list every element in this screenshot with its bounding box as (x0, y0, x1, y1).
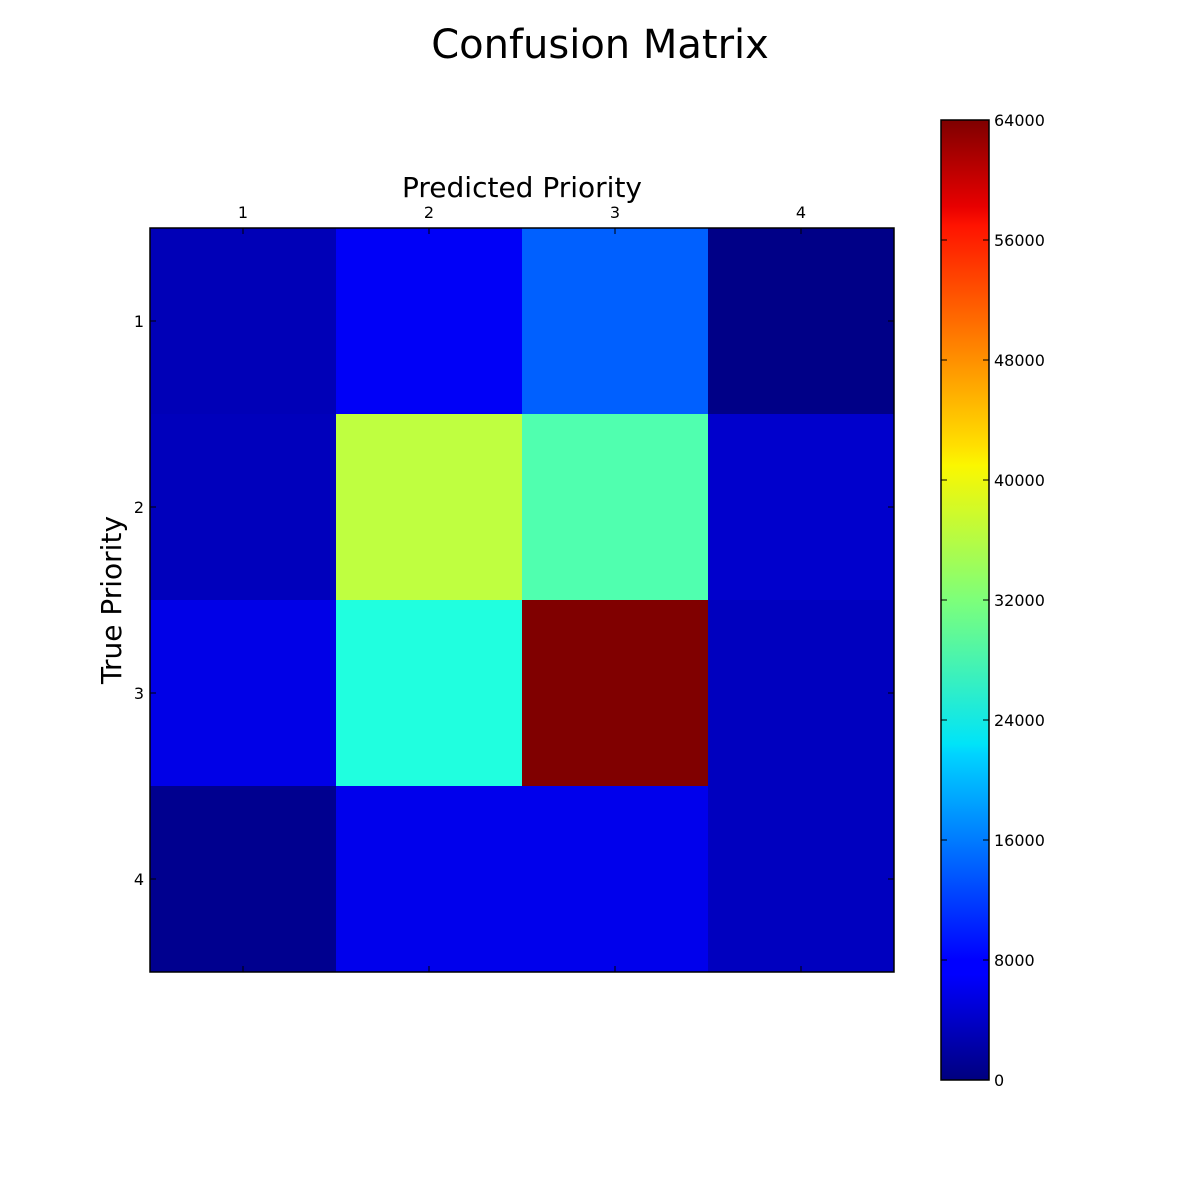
colorbar-tick-label: 0 (994, 1071, 1004, 1090)
colorbar-tick-label: 24000 (994, 711, 1045, 730)
colorbar-tick-label: 56000 (994, 231, 1045, 250)
heatmap-cell-r4-c1 (150, 786, 337, 973)
x-tick-label: 2 (424, 203, 434, 222)
colorbar-ticks: 0 8000 16000 24000 32000 40000 48000 56000 64000 (941, 111, 1045, 1090)
heatmap-cell-r2-c1 (150, 414, 337, 601)
colorbar-tick-label: 40000 (994, 471, 1045, 490)
y-axis-title: True Priority (95, 516, 128, 685)
x-tick-label: 3 (610, 203, 620, 222)
y-axis-ticks: 1 2 3 4 (134, 312, 894, 889)
colorbar (940, 119, 990, 1081)
heatmap-cell-r1-c2 (336, 228, 523, 415)
colorbar-tick-label: 64000 (994, 111, 1045, 130)
heatmap-cell-r4-c4 (708, 786, 895, 973)
colorbar-tick-label: 48000 (994, 351, 1045, 370)
x-tick-label: 4 (796, 203, 806, 222)
heatmap-cells (150, 228, 895, 973)
heatmap-cell-r2-c3 (522, 414, 709, 601)
heatmap-cell-r2-c4 (708, 414, 895, 601)
plot-frame (149, 227, 895, 973)
chart-title: Confusion Matrix (431, 22, 769, 68)
colorbar-tick-label: 8000 (994, 951, 1035, 970)
y-tick-label: 1 (134, 312, 144, 331)
colorbar-tick-label: 16000 (994, 831, 1045, 850)
heatmap-cell-r3-c3 (522, 600, 709, 787)
colorbar-tick-label: 32000 (994, 591, 1045, 610)
y-tick-label: 3 (134, 684, 144, 703)
heatmap-cell-r1-c3 (522, 228, 709, 415)
heatmap-cell-r4-c2 (336, 786, 523, 973)
heatmap-cell-r2-c2 (336, 414, 523, 601)
y-tick-label: 2 (134, 498, 144, 517)
heatmap-cell-r1-c4 (708, 228, 895, 415)
heatmap-cell-r1-c1 (150, 228, 337, 415)
heatmap-cell-r3-c4 (708, 600, 895, 787)
heatmap-cell-r3-c2 (336, 600, 523, 787)
y-tick-label: 4 (134, 870, 144, 889)
x-tick-label: 1 (238, 203, 248, 222)
x-axis-title: Predicted Priority (402, 171, 642, 204)
heatmap-cell-r3-c1 (150, 600, 337, 787)
heatmap-cell-r4-c3 (522, 786, 709, 973)
x-axis-ticks: 1 2 3 4 (238, 203, 806, 972)
